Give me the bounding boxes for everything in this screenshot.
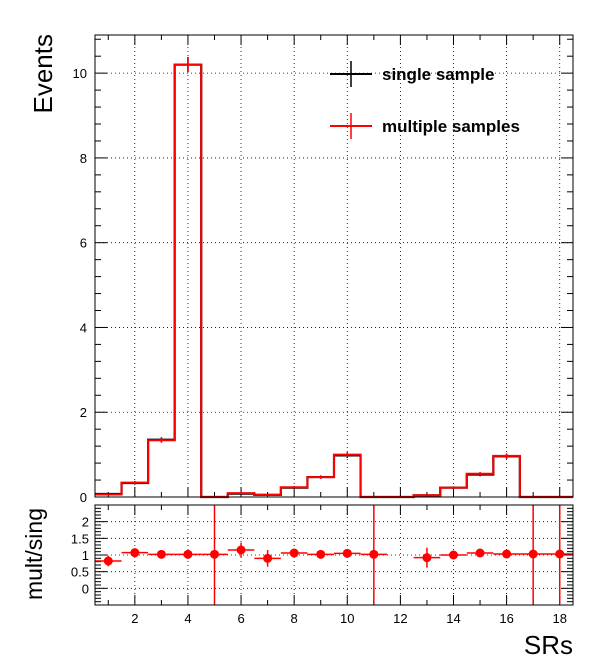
ratio-point (475, 548, 485, 558)
ratio-point (210, 549, 219, 559)
ratio-point (289, 548, 299, 558)
ratio-point (422, 553, 432, 563)
top-y-tick-label: 4 (80, 320, 87, 335)
x-tick-label: 8 (291, 611, 298, 626)
top-y-tick-label: 0 (80, 490, 87, 505)
legend: single sample multiple samples (330, 61, 520, 139)
ratio-y-tick-label: 0 (82, 581, 89, 596)
ratio-point (502, 549, 512, 559)
x-tick-label: 4 (184, 611, 191, 626)
top-y-axis-title: Events (28, 34, 58, 114)
ratio-point (156, 549, 166, 559)
x-tick-labels: 2 4 6 8 10 12 14 16 18 (131, 611, 567, 626)
ratio-y-tick-label: 2 (82, 515, 89, 530)
ratio-point (528, 549, 538, 559)
legend-entry-single-sample: single sample (330, 61, 494, 87)
legend-label-multiple-samples: multiple samples (382, 117, 520, 136)
x-tick-label: 12 (393, 611, 407, 626)
top-y-tick-label: 10 (73, 66, 87, 81)
ratio-frame (94, 504, 574, 606)
legend-entry-multiple-samples: multiple samples (330, 113, 520, 139)
ratio-panel: 00.511.52 2 4 6 8 10 12 14 16 18 mult/sing SRs (21, 504, 574, 660)
ratio-y-axis-title: mult/sing (21, 508, 47, 600)
x-tick-label: 18 (552, 611, 566, 626)
ratio-y-tick-label: 1 (82, 548, 89, 563)
top-y-tick-label: 6 (80, 236, 87, 251)
x-tick-label: 14 (446, 611, 460, 626)
ratio-point (316, 549, 326, 559)
ratio-point (342, 548, 352, 558)
ratio-y-tick-label: 1.5 (71, 531, 89, 546)
ratio-point (130, 548, 140, 558)
legend-label-single-sample: single sample (382, 65, 494, 84)
top-y-tick-label: 8 (80, 151, 87, 166)
x-tick-label: 16 (499, 611, 513, 626)
ratio-point (449, 550, 458, 560)
top-y-tick-label: 2 (80, 405, 87, 420)
top-y-tick-labels: 0 2 4 6 8 10 (73, 66, 87, 505)
ratio-points (95, 505, 573, 605)
ratio-point (369, 549, 379, 559)
ratio-point (555, 549, 565, 559)
x-tick-label: 6 (237, 611, 244, 626)
ratio-point (183, 549, 193, 559)
ratio-point (263, 553, 273, 563)
x-axis-title: SRs (524, 630, 573, 660)
ratio-y-tick-labels: 00.5 1 1.52 (71, 515, 89, 597)
top-panel: 0 2 4 6 8 10 Events (28, 34, 574, 505)
top-grid (95, 35, 573, 497)
ratio-point (103, 556, 113, 566)
top-frame (94, 34, 574, 498)
x-tick-label: 10 (340, 611, 354, 626)
x-tick-label: 2 (131, 611, 138, 626)
ratio-point (236, 545, 246, 555)
ratio-y-tick-label: 0.5 (71, 565, 89, 580)
top-series (95, 57, 573, 499)
